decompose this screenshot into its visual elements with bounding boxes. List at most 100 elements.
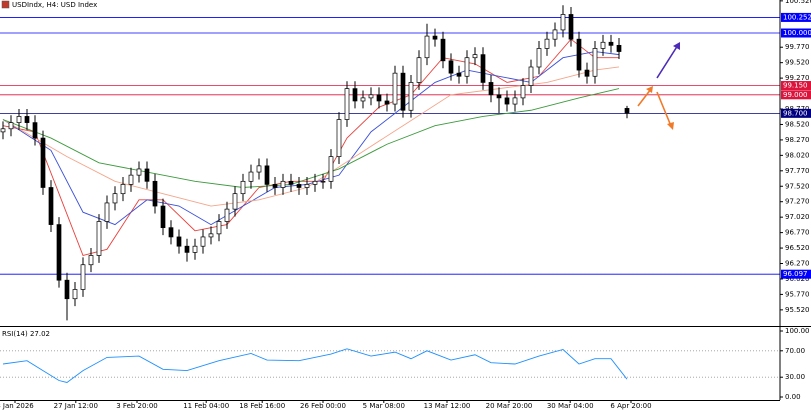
symbol-icon — [1, 0, 10, 9]
candle-body — [160, 205, 166, 229]
y-tick-label: 96.520 — [785, 244, 810, 252]
candle-body — [80, 264, 86, 290]
candle-body — [560, 14, 566, 31]
candle-body — [392, 72, 398, 105]
candle-body — [208, 233, 214, 238]
chart-title: USDIndx, H4: USD Index — [12, 1, 97, 9]
y-tick-label: 97.520 — [785, 182, 810, 190]
arrow-head — [667, 122, 674, 130]
y-tick-label: 96.270 — [785, 260, 810, 268]
candle-body — [56, 224, 62, 281]
candle-body — [624, 108, 630, 114]
y-tick-label: 99.520 — [785, 59, 810, 67]
y-tick-label: 99.270 — [785, 74, 810, 82]
level-label-box — [781, 108, 811, 118]
y-tick-label: 98.520 — [785, 120, 810, 128]
candle-body — [120, 184, 126, 195]
arrow-head — [646, 86, 653, 93]
y-tick-label: 97.770 — [785, 167, 810, 175]
candle-body — [464, 57, 470, 77]
candle-body — [304, 184, 310, 188]
arrow — [656, 91, 672, 127]
x-tick-label: 26 Feb 00:00 — [300, 402, 346, 410]
candle-body — [88, 255, 94, 266]
candle-body — [40, 137, 46, 188]
candle-body — [48, 187, 54, 225]
level-label: 99.000 — [783, 91, 808, 99]
level-label-box — [781, 12, 811, 22]
candle-body — [24, 116, 30, 123]
x-tick-label: 13 Mar 12:00 — [424, 402, 471, 410]
level-label: 99.150 — [783, 82, 808, 90]
rsi-tick-label: 100.00 — [785, 327, 810, 335]
y-tick-label: 100.520 — [785, 0, 811, 5]
rsi-tick-label: 70.00 — [785, 347, 805, 355]
candle-body — [168, 227, 174, 238]
y-tick-label: 97.270 — [785, 198, 810, 206]
x-tick-label: 6 Apr 20:00 — [610, 402, 651, 410]
candle-body — [152, 180, 158, 207]
candle-body — [328, 156, 334, 182]
candle-body — [448, 60, 454, 74]
y-tick-label: 95.520 — [785, 306, 810, 314]
candle-body — [416, 57, 422, 83]
candle-body — [496, 94, 502, 99]
annotation-arrows — [637, 42, 680, 130]
candle-body — [256, 165, 262, 173]
candle-body — [0, 128, 6, 133]
candle-body — [72, 289, 78, 300]
candle-body — [32, 122, 38, 139]
candle-body — [248, 171, 254, 182]
candle-body — [16, 116, 22, 123]
arrow-head — [673, 42, 680, 50]
candle-body — [576, 38, 582, 71]
level-label-box — [781, 90, 811, 100]
candle-body — [104, 202, 110, 222]
candle-body — [240, 180, 246, 195]
candle-body — [552, 29, 558, 40]
candle-body — [216, 221, 222, 235]
candle-body — [8, 122, 14, 130]
x-tick-label: 5 Mar 08:00 — [363, 402, 405, 410]
candle-body — [352, 88, 358, 102]
y-tick-label: 96.770 — [785, 229, 810, 237]
candle-body — [336, 119, 342, 157]
candle-body — [568, 14, 574, 40]
level-label: 100.252 — [783, 13, 811, 21]
y-tick-label: 98.270 — [785, 136, 810, 144]
candle-body — [472, 54, 478, 59]
y-tick-label: 95.770 — [785, 290, 810, 298]
candle-body — [480, 54, 486, 83]
x-tick-label: 20 Mar 20:00 — [486, 402, 533, 410]
level-label: 100.000 — [783, 29, 811, 37]
candle-body — [344, 88, 350, 120]
candle-body — [488, 82, 494, 96]
y-tick-label: 98.020 — [785, 151, 810, 159]
candle-body — [200, 236, 206, 247]
y-tick-label: 99.770 — [785, 43, 810, 51]
arrow — [656, 44, 679, 79]
plot-area — [0, 5, 780, 383]
candle-body — [96, 221, 102, 256]
candle-body — [232, 193, 238, 210]
candle-body — [288, 180, 294, 185]
level-label-box — [781, 81, 811, 91]
x-tick-label: 8 Jan 2026 — [0, 402, 34, 410]
candle-body — [224, 208, 230, 222]
candle-body — [312, 180, 318, 185]
candle-body — [360, 97, 366, 102]
candle-body — [384, 100, 390, 105]
rsi-line — [2, 348, 628, 383]
candle-body — [440, 38, 446, 62]
candle-body — [136, 168, 142, 176]
candle-body — [432, 35, 438, 40]
candle-body — [112, 193, 118, 204]
candle-body — [536, 48, 542, 68]
candle-body — [616, 45, 622, 52]
candle-body — [400, 72, 406, 111]
candle-body — [424, 35, 430, 59]
rsi-tick-label: 0.00 — [785, 393, 801, 401]
candle-body — [528, 66, 534, 86]
